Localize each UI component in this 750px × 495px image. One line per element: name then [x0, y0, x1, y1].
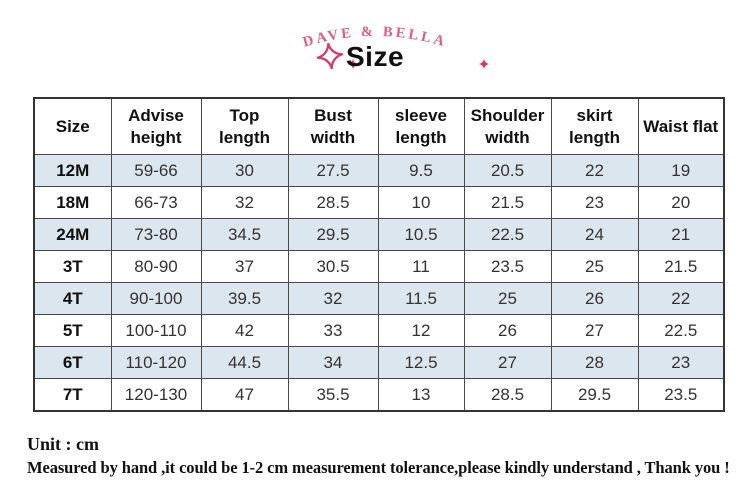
table-row: 18M 66-73 32 28.5 10 21.5 23 20: [33, 186, 725, 219]
table-row: 12M 59-66 30 27.5 9.5 20.5 22 19: [33, 154, 725, 187]
value-cell: 37: [200, 250, 289, 283]
table-header: Size Advise height Top length Bust width…: [33, 97, 725, 155]
header-shoulder-width: Shoulder width: [463, 97, 552, 155]
header-skirt-length: skirt length: [550, 97, 639, 155]
value-cell: 9.5: [377, 154, 465, 187]
value-cell: 34: [287, 346, 379, 379]
header-waist-flat: Waist flat: [637, 97, 725, 155]
value-cell: 59-66: [110, 154, 202, 187]
value-cell: 120-130: [110, 378, 202, 412]
value-cell: 19: [637, 154, 725, 187]
value-cell: 22.5: [463, 218, 552, 251]
header-advise-height: Advise height: [110, 97, 202, 155]
value-cell: 26: [463, 314, 552, 347]
header-size: Size: [33, 97, 112, 155]
value-cell: 22: [550, 154, 639, 187]
value-cell: 32: [200, 186, 289, 219]
value-cell: 80-90: [110, 250, 202, 283]
value-cell: 100-110: [110, 314, 202, 347]
size-cell: 12M: [33, 154, 112, 187]
table-row: 24M 73-80 34.5 29.5 10.5 22.5 24 21: [33, 218, 725, 251]
value-cell: 66-73: [110, 186, 202, 219]
header-sleeve-length: sleeve length: [377, 97, 465, 155]
value-cell: 21.5: [637, 250, 725, 283]
value-cell: 39.5: [200, 282, 289, 315]
value-cell: 13: [377, 378, 465, 412]
brand-arc: DAVE & BELLA: [301, 24, 446, 51]
tolerance-note: Measured by hand ,it could be 1-2 cm mea…: [27, 458, 730, 477]
value-cell: 42: [200, 314, 289, 347]
sparkle-small-icon: [347, 58, 359, 70]
unit-label: Unit : cm: [27, 434, 99, 454]
value-cell: 47: [200, 378, 289, 412]
value-cell: 26: [550, 282, 639, 315]
size-cell: 18M: [33, 186, 112, 219]
value-cell: 11: [377, 250, 465, 283]
value-cell: 21: [637, 218, 725, 251]
value-cell: 22.5: [637, 314, 725, 347]
value-cell: 35.5: [287, 378, 379, 412]
value-cell: 34.5: [200, 218, 289, 251]
table-body: 12M 59-66 30 27.5 9.5 20.5 22 19 18M 66-…: [33, 154, 725, 412]
value-cell: 30: [200, 154, 289, 187]
value-cell: 23.5: [463, 250, 552, 283]
value-cell: 32: [287, 282, 379, 315]
header-row: Size Advise height Top length Bust width…: [33, 97, 725, 155]
size-cell: 3T: [33, 250, 112, 283]
table-row: 7T 120-130 47 35.5 13 28.5 29.5 23.5: [33, 378, 725, 412]
value-cell: 90-100: [110, 282, 202, 315]
value-cell: 27.5: [287, 154, 379, 187]
sparkle-small-icon: [478, 58, 490, 70]
size-cell: 24M: [33, 218, 112, 251]
value-cell: 24: [550, 218, 639, 251]
size-cell: 4T: [33, 282, 112, 315]
header-bust-width: Bust width: [287, 97, 379, 155]
value-cell: 30.5: [287, 250, 379, 283]
size-cell: 5T: [33, 314, 112, 347]
value-cell: 25: [550, 250, 639, 283]
size-cell: 6T: [33, 346, 112, 379]
value-cell: 22: [637, 282, 725, 315]
value-cell: 12: [377, 314, 465, 347]
value-cell: 44.5: [200, 346, 289, 379]
value-cell: 23: [637, 346, 725, 379]
value-cell: 29.5: [550, 378, 639, 412]
value-cell: 28: [550, 346, 639, 379]
page-title: Size: [345, 41, 405, 72]
value-cell: 110-120: [110, 346, 202, 379]
value-cell: 23: [550, 186, 639, 219]
value-cell: 28.5: [287, 186, 379, 219]
value-cell: 27: [463, 346, 552, 379]
value-cell: 25: [463, 282, 552, 315]
table-row: 3T 80-90 37 30.5 11 23.5 25 21.5: [33, 250, 725, 283]
value-cell: 33: [287, 314, 379, 347]
value-cell: 21.5: [463, 186, 552, 219]
sparkle-large-icon: [316, 42, 344, 70]
value-cell: 73-80: [110, 218, 202, 251]
value-cell: 28.5: [463, 378, 552, 412]
value-cell: 11.5: [377, 282, 465, 315]
table-row: 5T 100-110 42 33 12 26 27 22.5: [33, 314, 725, 347]
header-top-length: Top length: [200, 97, 289, 155]
table-row: 4T 90-100 39.5 32 11.5 25 26 22: [33, 282, 725, 315]
value-cell: 29.5: [287, 218, 379, 251]
value-cell: 10: [377, 186, 465, 219]
value-cell: 23.5: [637, 378, 725, 412]
value-cell: 10.5: [377, 218, 465, 251]
value-cell: 27: [550, 314, 639, 347]
value-cell: 20: [637, 186, 725, 219]
value-cell: 12.5: [377, 346, 465, 379]
size-table: Size Advise height Top length Bust width…: [33, 97, 725, 412]
table-row: 6T 110-120 44.5 34 12.5 27 28 23: [33, 346, 725, 379]
footer-notes: Unit : cm Measured by hand ,it could be …: [27, 434, 737, 478]
value-cell: 20.5: [463, 154, 552, 187]
size-cell: 7T: [33, 378, 112, 412]
